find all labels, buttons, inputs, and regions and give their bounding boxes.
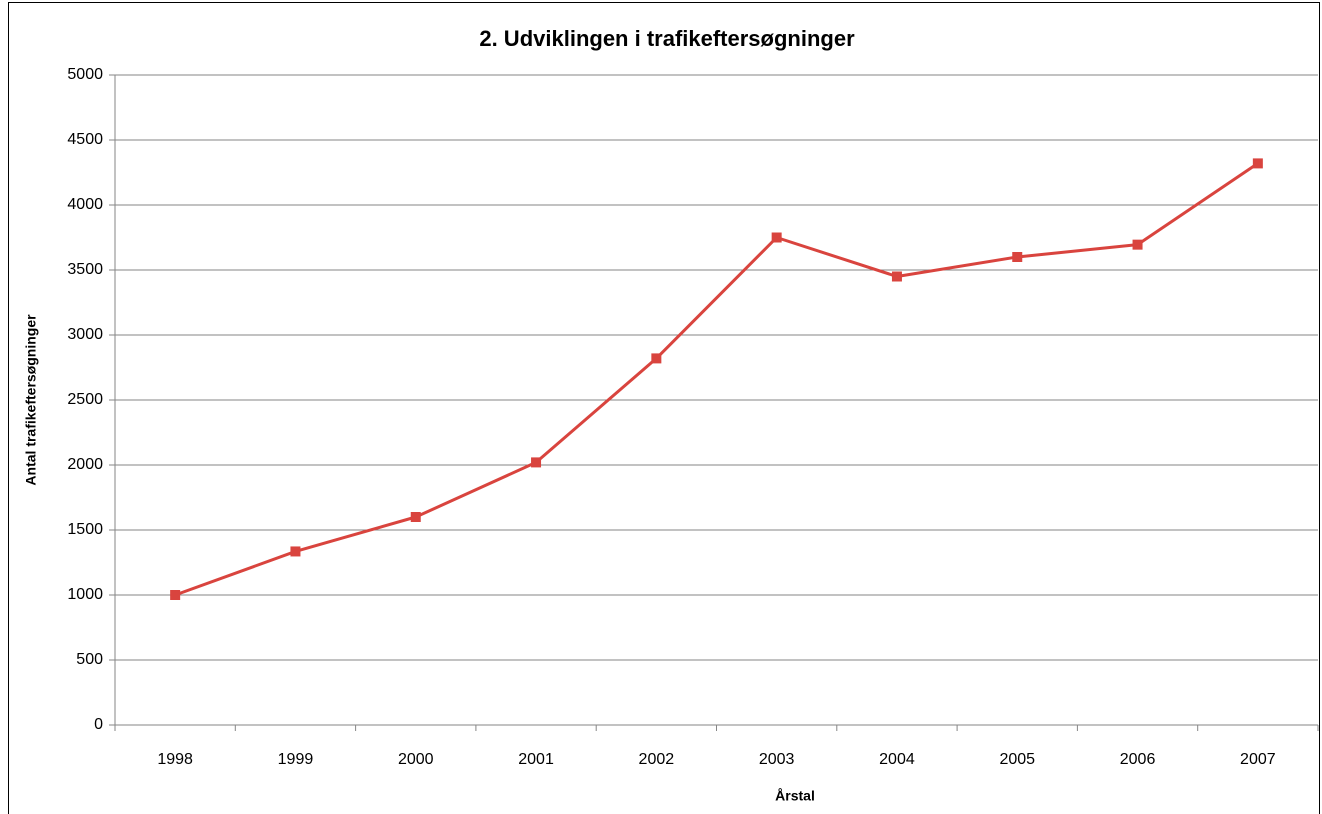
line (174, 162, 1259, 597)
marker (1252, 158, 1263, 169)
y-tick-label: 2500 (67, 391, 103, 408)
marker (891, 271, 902, 282)
x-tick-label: 1999 (278, 751, 314, 768)
marker (531, 457, 542, 468)
y-tick-label: 3500 (67, 261, 103, 278)
y-axis-label: Antal trafikeftersøgninger (23, 314, 39, 486)
marker (651, 353, 662, 364)
y-tick-label: 0 (94, 716, 103, 733)
marker (290, 546, 301, 557)
y-tick-label: 4000 (67, 196, 103, 213)
x-tick-label: 2007 (1240, 751, 1276, 768)
y-tick-label: 2000 (67, 456, 103, 473)
marker (410, 512, 421, 522)
x-axis-label: Årstal (775, 788, 815, 804)
y-tick-label: 5000 (67, 66, 103, 83)
y-tick-label: 3000 (67, 326, 103, 343)
marker (170, 590, 181, 600)
marker (1012, 252, 1023, 262)
y-tick-label: 1500 (67, 521, 103, 538)
x-tick-label: 2005 (999, 751, 1035, 768)
x-tick-label: 2001 (518, 751, 554, 768)
x-tick-label: 2000 (398, 751, 434, 768)
x-tick-label: 2006 (1120, 751, 1156, 768)
x-tick-label: 2004 (879, 751, 915, 768)
chart-border (8, 2, 1320, 814)
x-tick-label: 2002 (639, 751, 675, 768)
marker (1132, 239, 1143, 250)
x-tick-label: 1998 (157, 751, 193, 768)
x-tick-label: 2003 (759, 751, 795, 768)
y-tick-label: 4500 (67, 131, 103, 148)
marker (771, 232, 782, 243)
chart-title: 2. Udviklingen i trafikeftersøgninger (479, 26, 855, 51)
y-tick-label: 500 (76, 651, 103, 668)
y-tick-label: 1000 (67, 586, 103, 603)
